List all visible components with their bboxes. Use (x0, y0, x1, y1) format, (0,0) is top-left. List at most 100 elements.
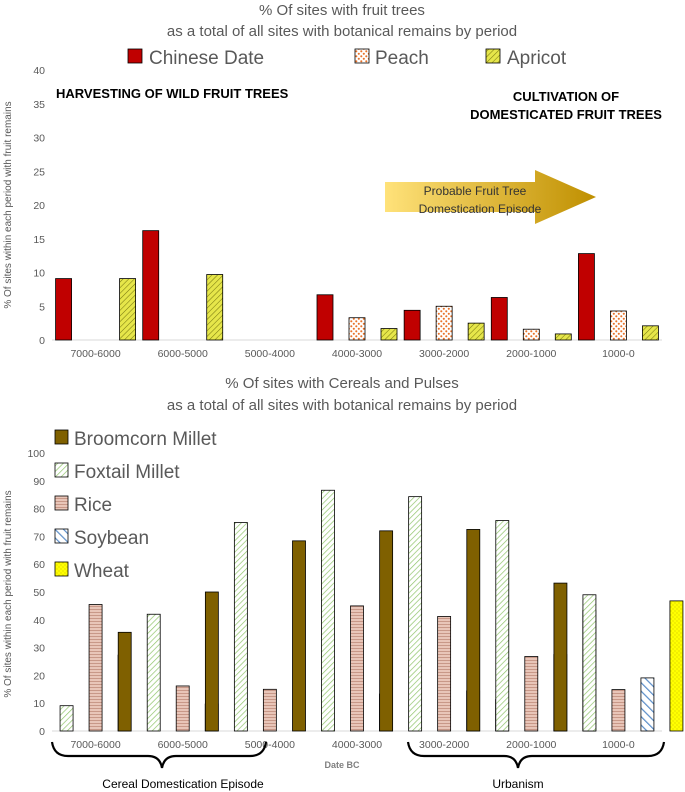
x-tick-label: 7000-6000 (70, 348, 120, 360)
chart2-legend: Broomcorn Millet Foxtail Millet Rice Soy… (54, 429, 217, 582)
cereals-pulses-chart: % Of sites with Cereals and Pulses as a … (3, 375, 684, 791)
y-tick-label: 40 (33, 65, 45, 77)
x-tick-label: 6000-5000 (158, 739, 208, 751)
bar-rice-3000-2000 (437, 616, 452, 732)
bar-foxtail-millet-2000-1000 (495, 520, 510, 732)
chart1-legend: Chinese Date Peach Apricot (127, 48, 567, 69)
bar-chinese-date-6000-5000 (142, 230, 160, 341)
y-tick-label: 20 (33, 670, 45, 682)
heading-cultivation-line1: CULTIVATION OF (513, 89, 619, 104)
bracket-cereal-domestication (50, 741, 268, 769)
y-tick-label: 60 (33, 559, 45, 571)
y-tick-label: 100 (27, 448, 45, 460)
chart1-x-ticks: 7000-6000 6000-5000 5000-4000 4000-3000 3000… (70, 348, 634, 360)
legend-swatch-foxtail-millet (54, 462, 69, 478)
x-tick-label: 3000-2000 (419, 739, 469, 751)
bar-chinese-date-3000-2000 (403, 309, 421, 341)
bar-chinese-date-1000-0 (578, 253, 595, 341)
bar-apricot-6000-5000 (206, 274, 224, 341)
chart2-x-axis-label: Date BC (324, 760, 360, 770)
bar-rice-4000-3000 (350, 605, 364, 732)
x-tick-label: 3000-2000 (419, 348, 469, 360)
chart1-title: % Of sites with fruit trees (259, 2, 425, 19)
y-tick-label: 10 (33, 268, 45, 280)
bar-apricot-7000-6000 (119, 278, 136, 341)
bar-foxtail-millet-6000-5000 (146, 613, 161, 732)
chart2-subtitle: as a total of all sites with botanical r… (167, 397, 517, 414)
arrow-shape (385, 170, 596, 224)
bar-apricot-1000-0 (642, 325, 659, 341)
y-tick-label: 20 (33, 200, 45, 212)
legend-swatch-soybean (54, 528, 69, 544)
chart1-y-ticks: 0 5 10 15 20 25 30 35 40 (33, 65, 45, 347)
bar-peach-1000-0 (610, 310, 627, 341)
bar-chinese-date-2000-1000 (490, 297, 508, 341)
y-tick-label: 0 (39, 726, 45, 738)
bar-foxtail-millet-1000-0 (582, 594, 597, 732)
x-tick-label: 1000-0 (602, 348, 635, 360)
chart2-title: % Of sites with Cereals and Pulses (225, 375, 458, 392)
bar-rice-1000-0 (611, 689, 626, 732)
fruit-trees-chart: % Of sites with fruit trees as a total o… (3, 2, 662, 360)
legend-swatch-wheat (54, 561, 69, 577)
domestication-arrow: Probable Fruit Tree Domestication Episod… (385, 170, 596, 224)
legend-label-wheat: Wheat (74, 561, 130, 582)
x-tick-label: 7000-6000 (70, 739, 120, 751)
bar-rice-6000-5000 (175, 685, 190, 732)
y-tick-label: 5 (39, 301, 45, 313)
y-tick-label: 30 (33, 643, 45, 655)
x-tick-label: 4000-3000 (332, 348, 382, 360)
heading-cultivation-line2: DOMESTICATED FRUIT TREES (470, 107, 662, 122)
legend-label-rice: Rice (74, 495, 112, 516)
bar-foxtail-millet-4000-3000 (321, 489, 335, 732)
bar-apricot-3000-2000 (467, 322, 485, 341)
bar-broomcorn-millet-5000-4000 (204, 591, 219, 732)
y-tick-label: 40 (33, 615, 45, 627)
legend-swatch-chinese-date (127, 48, 143, 64)
x-tick-label: 5000-4000 (245, 348, 295, 360)
x-tick-label: 6000-5000 (158, 348, 208, 360)
bar-foxtail-millet-5000-4000 (233, 522, 248, 732)
bar-foxtail-millet-7000-6000 (59, 705, 74, 732)
chart1-y-axis-label: % Of sites within each period with fruit… (3, 101, 14, 308)
chart2-x-ticks: 7000-6000 6000-5000 5000-4000 4000-3000 3000… (70, 739, 634, 751)
chart2-y-axis-label: % Of sites within each period with fruit… (3, 490, 14, 697)
bar-broomcorn-millet-3000-2000 (379, 530, 394, 732)
y-tick-label: 35 (33, 99, 45, 111)
bar-chinese-date-4000-3000 (316, 294, 334, 341)
bar-peach-3000-2000 (435, 305, 453, 341)
chart2-y-ticks: 0 10 20 30 40 50 60 70 80 90 100 (27, 448, 45, 738)
chart2-bars (59, 489, 684, 732)
legend-label-chinese-date: Chinese Date (149, 48, 264, 69)
bar-wheat-1000-0 (669, 600, 684, 732)
arrow-text-line1: Probable Fruit Tree (424, 184, 527, 198)
y-tick-label: 10 (33, 698, 45, 710)
bracket-urbanism-label: Urbanism (492, 777, 543, 791)
arrow-text-line2: Domestication Episode (419, 202, 542, 216)
legend-swatch-peach (354, 48, 370, 64)
x-tick-label: 4000-3000 (332, 739, 382, 751)
y-tick-label: 15 (33, 234, 45, 246)
legend-label-broomcorn-millet: Broomcorn Millet (74, 429, 217, 450)
legend-swatch-broomcorn-millet (54, 429, 69, 445)
legend-label-foxtail-millet: Foxtail Millet (74, 462, 180, 483)
bar-broomcorn-millet-4000-3000 (292, 540, 306, 732)
legend-swatch-rice (54, 495, 69, 511)
legend-label-soybean: Soybean (74, 528, 149, 549)
x-tick-label: 5000-4000 (245, 739, 295, 751)
chart1-bars (55, 230, 659, 341)
bar-broomcorn-millet-6000-5000 (117, 631, 132, 732)
bar-broomcorn-millet-2000-1000 (466, 529, 481, 732)
bar-soybean-1000-0 (640, 677, 655, 732)
bar-peach-4000-3000 (348, 317, 366, 341)
x-tick-label: 2000-1000 (506, 348, 556, 360)
bar-foxtail-millet-3000-2000 (408, 496, 423, 732)
bracket-urbanism (406, 741, 666, 769)
y-tick-label: 30 (33, 133, 45, 145)
bar-rice-2000-1000 (524, 656, 539, 732)
bar-apricot-2000-1000 (554, 333, 572, 341)
heading-harvesting-wild: HARVESTING OF WILD FRUIT TREES (56, 86, 289, 101)
y-tick-label: 25 (33, 166, 45, 178)
legend-swatch-apricot (485, 48, 501, 64)
